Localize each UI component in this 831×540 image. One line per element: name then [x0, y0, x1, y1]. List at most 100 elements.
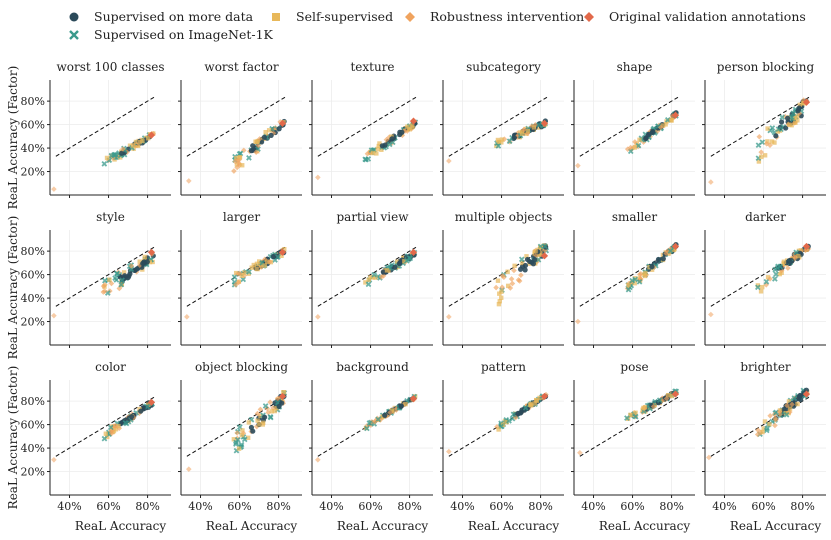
x-tick-label: 80%	[266, 500, 290, 513]
point-robustness	[789, 401, 795, 408]
x-tick-label: 40%	[57, 500, 81, 513]
x-axis-label: ReaL Accuracy	[337, 519, 429, 533]
plot-area	[51, 246, 156, 319]
point-robustness	[270, 130, 277, 137]
point-self-supervised	[266, 128, 272, 133]
point-self-supervised	[405, 124, 410, 129]
point-self-supervised	[762, 153, 768, 158]
x-axis-label: ReaL Accuracy	[206, 519, 298, 533]
panel-title: worst 100 classes	[56, 60, 164, 74]
point-self-supervised	[499, 140, 504, 145]
point-supervised-in1k	[144, 403, 151, 410]
point-robustness	[767, 142, 773, 149]
point-self-supervised	[370, 150, 376, 156]
point-supervised-in1k	[267, 414, 274, 421]
panel-title: smaller	[612, 210, 657, 224]
point-self-supervised	[133, 139, 139, 145]
panel-title: subcategory	[466, 60, 541, 74]
point-self-supervised	[505, 283, 511, 289]
point-self-supervised	[282, 246, 287, 252]
point-self-supervised	[660, 123, 665, 128]
y-axis-label: ReaL Accuracy (Factor)	[6, 216, 20, 360]
panel-style: 20% 40% 60% 80% style	[21, 210, 171, 348]
point-self-supervised	[533, 397, 539, 403]
point-robustness	[253, 149, 259, 156]
legend-marker-original	[584, 12, 594, 22]
panel-pattern: 40% 60% 80% pattern	[440, 360, 564, 513]
x-tick-label: 60%	[96, 500, 120, 513]
point-self-supervised	[239, 273, 245, 279]
point-supervised-more	[787, 259, 793, 265]
y-axis-label: ReaL Accuracy (Factor)	[6, 366, 20, 510]
point-supervised-in1k	[535, 256, 542, 263]
point-supervised-more	[261, 134, 267, 140]
point-self-supervised	[769, 139, 775, 144]
point-original-annotation	[147, 248, 156, 256]
point-robustness	[112, 423, 119, 429]
point-robustness	[371, 418, 378, 425]
point-original-annotation	[147, 131, 156, 139]
point-self-supervised	[368, 275, 373, 280]
y-tick-label: 80%	[21, 245, 45, 258]
point-supervised-more	[279, 400, 285, 406]
point-self-supervised	[236, 446, 242, 451]
point-supervised-in1k	[495, 143, 502, 149]
point-robustness	[792, 255, 799, 261]
point-self-supervised	[792, 115, 797, 121]
point-supervised-more	[522, 262, 529, 269]
point-self-supervised	[263, 129, 268, 135]
point-robustness	[524, 130, 531, 137]
point-supervised-more	[643, 135, 649, 142]
diagonal-reference	[55, 96, 156, 157]
point-supervised-in1k	[636, 278, 643, 285]
point-robustness	[128, 263, 135, 269]
plot-area	[186, 96, 287, 184]
point-robustness	[785, 265, 791, 271]
point-supervised-in1k	[667, 248, 674, 254]
point-supervised-more	[795, 108, 801, 114]
point-robustness	[257, 406, 264, 413]
point-supervised-in1k	[262, 403, 269, 409]
point-self-supervised	[495, 278, 501, 283]
y-axis-label: ReaL Accuracy (Factor)	[6, 66, 20, 210]
legend-entry-supervised-more: Supervised on more data	[69, 9, 254, 24]
point-robustness	[240, 147, 247, 154]
point-self-supervised	[142, 254, 147, 260]
point-robustness	[493, 284, 499, 291]
point-original-annotation	[671, 390, 680, 398]
point-supervised-in1k	[118, 281, 125, 288]
point-supervised-in1k	[772, 276, 778, 282]
point-self-supervised	[281, 390, 287, 395]
point-supervised-in1k	[364, 425, 370, 432]
point-robustness	[446, 448, 452, 455]
point-supervised-more	[248, 424, 255, 431]
x-tick-label: 40%	[450, 500, 474, 513]
point-supervised-more	[140, 260, 146, 267]
point-self-supervised	[374, 151, 379, 156]
x-tick-label: 40%	[712, 500, 736, 513]
point-original-annotation	[278, 248, 287, 256]
point-original-annotation	[278, 392, 287, 401]
point-self-supervised	[641, 405, 646, 411]
panel-texture: texture	[309, 60, 433, 198]
point-robustness	[234, 430, 240, 436]
point-robustness	[772, 422, 778, 429]
point-self-supervised	[765, 275, 771, 280]
x-axis-label: ReaL Accuracy	[599, 519, 691, 533]
x-tick-label: 60%	[620, 500, 644, 513]
point-robustness	[270, 405, 276, 411]
point-robustness	[108, 280, 115, 287]
point-robustness	[100, 283, 107, 289]
point-self-supervised	[643, 270, 648, 276]
point-supervised-more	[134, 266, 140, 272]
plot-area	[708, 96, 811, 185]
point-supervised-more	[773, 133, 779, 139]
legend-marker-supervised-in1k	[69, 30, 79, 40]
point-self-supervised	[394, 259, 400, 264]
point-self-supervised	[756, 159, 762, 164]
point-supervised-in1k	[371, 271, 377, 278]
point-original-annotation	[278, 119, 287, 128]
panel-title: pattern	[481, 360, 526, 374]
y-tick-label: 20%	[21, 166, 45, 179]
